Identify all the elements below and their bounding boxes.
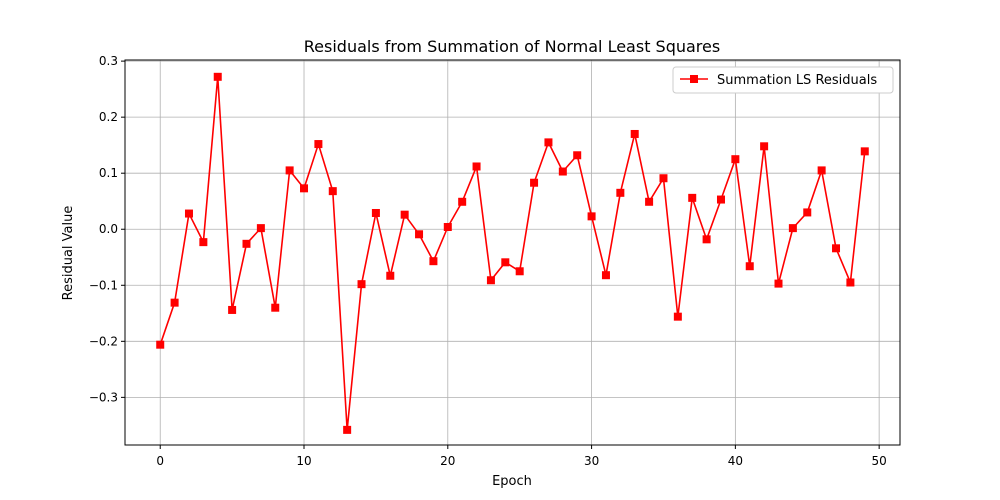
- data-point: [832, 244, 841, 253]
- x-tick-label: 50: [872, 454, 887, 468]
- legend-marker: [690, 75, 698, 83]
- y-axis: −0.3 −0.2 −0.1 0.0 0.1 0.2 0.3: [89, 54, 125, 404]
- y-tick-label: −0.3: [89, 390, 118, 404]
- data-point: [357, 280, 366, 289]
- data-point: [573, 151, 582, 160]
- data-point: [745, 262, 754, 271]
- data-point: [213, 72, 222, 81]
- data-point: [400, 210, 409, 219]
- data-point: [659, 174, 668, 183]
- data-point: [429, 257, 438, 266]
- data-point: [731, 155, 740, 164]
- data-point: [228, 305, 237, 314]
- y-tick-label: 0.1: [99, 166, 118, 180]
- series-line: [159, 76, 866, 431]
- y-tick-label: 0.2: [99, 110, 118, 124]
- data-point: [199, 238, 208, 247]
- data-point: [271, 303, 280, 312]
- data-point: [170, 298, 179, 307]
- data-point: [645, 197, 654, 206]
- data-point: [587, 212, 596, 221]
- data-point: [300, 184, 309, 193]
- plot-area: [124, 59, 901, 446]
- data-point: [544, 138, 553, 147]
- data-point: [515, 267, 524, 276]
- data-point: [285, 166, 294, 175]
- data-point: [846, 278, 855, 287]
- data-point: [817, 166, 826, 175]
- data-point: [716, 195, 725, 204]
- data-point: [472, 162, 481, 171]
- chart-title: Residuals from Summation of Normal Least…: [304, 37, 720, 56]
- data-point: [443, 223, 452, 232]
- x-tick-label: 40: [728, 454, 743, 468]
- data-point: [458, 197, 467, 206]
- data-point: [328, 187, 337, 196]
- legend: Summation LS Residuals: [672, 66, 894, 94]
- x-tick-label: 0: [156, 454, 164, 468]
- data-point: [788, 224, 797, 233]
- x-axis-label: Epoch: [492, 474, 532, 489]
- data-point: [630, 129, 639, 138]
- y-axis-label: Residual Value: [61, 206, 76, 301]
- y-tick-label: −0.2: [89, 334, 118, 348]
- x-tick-label: 30: [584, 454, 599, 468]
- data-point: [486, 276, 495, 285]
- series-group: [156, 72, 869, 434]
- y-tick-label: 0.0: [99, 222, 118, 236]
- data-point: [673, 312, 682, 321]
- data-point: [242, 239, 251, 248]
- data-point: [156, 340, 165, 349]
- data-point: [688, 193, 697, 202]
- data-point: [314, 140, 323, 149]
- y-tick-label: 0.3: [99, 54, 118, 68]
- data-point: [256, 224, 265, 233]
- data-point: [774, 279, 783, 288]
- legend-box: [672, 66, 894, 94]
- data-point: [760, 142, 769, 151]
- data-point: [601, 271, 610, 280]
- data-point: [558, 167, 567, 176]
- data-point: [386, 271, 395, 280]
- x-axis: 0 10 20 30 40 50: [156, 445, 887, 468]
- data-point: [184, 209, 193, 218]
- data-point: [616, 188, 625, 197]
- data-point: [702, 235, 711, 244]
- x-tick-label: 20: [440, 454, 455, 468]
- data-point: [371, 208, 380, 217]
- legend-label: Summation LS Residuals: [717, 73, 877, 88]
- data-point: [860, 147, 869, 156]
- data-point: [415, 230, 424, 239]
- x-tick-label: 10: [296, 454, 311, 468]
- grid: [125, 60, 900, 445]
- data-point: [803, 208, 812, 217]
- data-point: [530, 178, 539, 187]
- data-point: [343, 425, 352, 434]
- data-point: [501, 258, 510, 267]
- y-tick-label: −0.1: [89, 278, 118, 292]
